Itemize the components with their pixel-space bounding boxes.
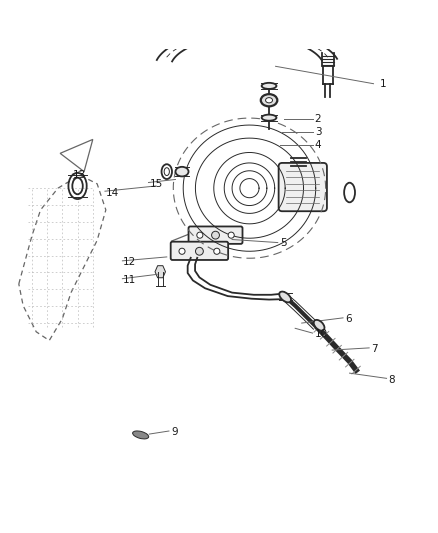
Text: 6: 6 — [345, 314, 352, 324]
Text: 5: 5 — [280, 238, 286, 247]
Ellipse shape — [228, 232, 234, 238]
Ellipse shape — [261, 83, 276, 89]
Ellipse shape — [214, 248, 220, 254]
Text: 2: 2 — [315, 114, 321, 124]
Text: 13: 13 — [73, 170, 86, 180]
Text: 1: 1 — [380, 79, 387, 88]
Text: 8: 8 — [389, 375, 396, 385]
FancyBboxPatch shape — [171, 241, 228, 260]
Polygon shape — [155, 265, 166, 278]
Ellipse shape — [212, 231, 219, 239]
Ellipse shape — [179, 248, 185, 254]
Text: 4: 4 — [315, 140, 321, 150]
Text: 10: 10 — [315, 329, 328, 339]
Text: 14: 14 — [106, 188, 119, 198]
Ellipse shape — [261, 115, 276, 120]
Ellipse shape — [314, 320, 325, 330]
FancyBboxPatch shape — [188, 227, 243, 244]
Text: 7: 7 — [371, 344, 378, 354]
Ellipse shape — [279, 292, 291, 302]
Text: 11: 11 — [123, 274, 137, 285]
Ellipse shape — [176, 167, 188, 176]
Ellipse shape — [265, 98, 272, 103]
Ellipse shape — [195, 247, 203, 255]
Ellipse shape — [197, 232, 203, 238]
FancyBboxPatch shape — [279, 163, 327, 211]
Text: 3: 3 — [315, 126, 321, 136]
Ellipse shape — [261, 94, 277, 107]
Text: 9: 9 — [171, 427, 178, 437]
Ellipse shape — [133, 431, 148, 439]
Text: 15: 15 — [149, 179, 162, 189]
Text: 12: 12 — [123, 257, 137, 267]
